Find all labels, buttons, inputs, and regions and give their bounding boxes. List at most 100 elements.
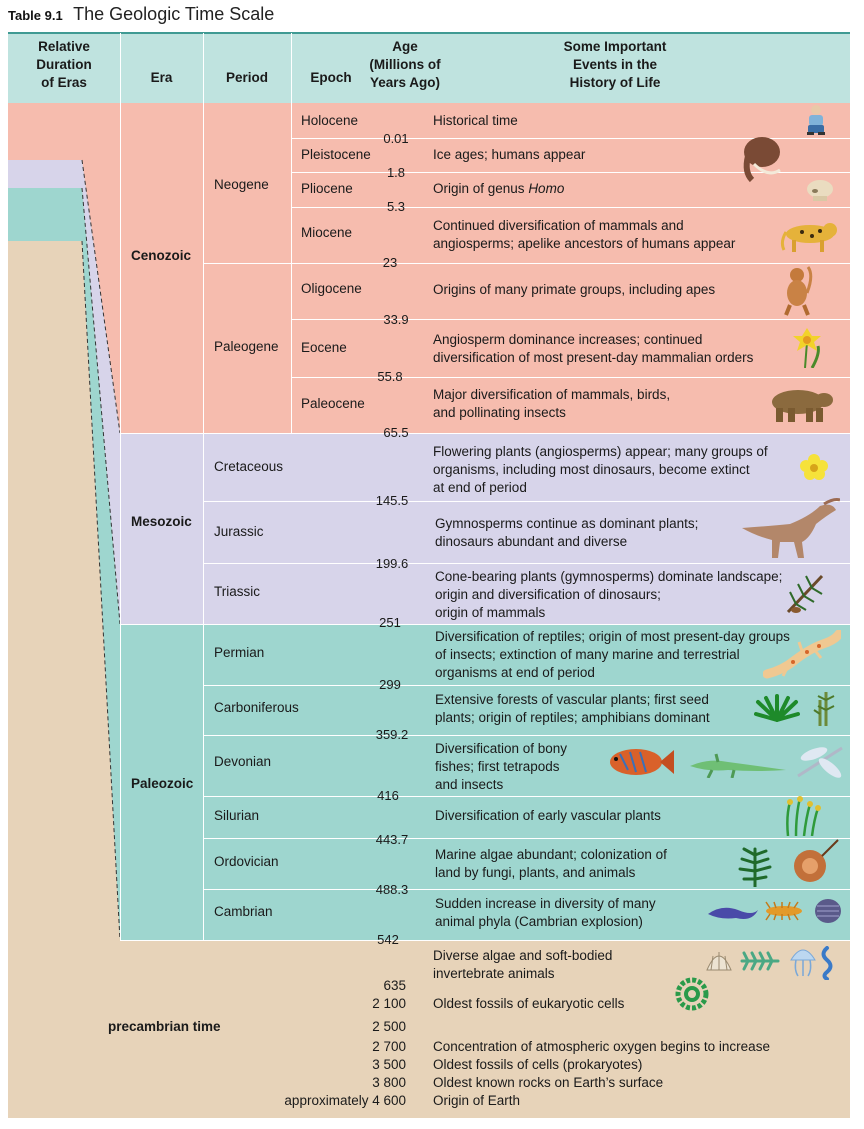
epoch-pleistocene: Pleistocene (301, 147, 371, 162)
event-ordovician-line1: Marine algae abundant; colonization of (435, 847, 667, 862)
age-value: 145.5 (375, 493, 409, 508)
age-value: 23 (382, 255, 398, 270)
epoch-holocene: Holocene (301, 113, 359, 128)
header-band (8, 33, 850, 103)
period-neogene: Neogene (214, 177, 269, 192)
horsetail-icon (813, 692, 835, 726)
age-value: 0.01 (383, 131, 409, 146)
row-divider (291, 172, 850, 173)
event-cambrian-line1: Sudden increase in diversity of many (435, 896, 656, 911)
event-permian-line2: of insects; extinction of many marine an… (435, 647, 740, 662)
row-divider (120, 624, 850, 625)
era-paleozoic: Paleozoic (131, 776, 194, 791)
lizard-icon (763, 630, 841, 679)
spiral-worm-icon (821, 946, 833, 980)
precambrian-event: Diverse algae and soft-bodied (433, 948, 613, 963)
row-divider (120, 940, 850, 941)
event-carboniferous-line2: plants; origin of reptiles; amphibians d… (435, 710, 710, 725)
skull-icon (807, 180, 833, 201)
dinosaur-icon (742, 498, 840, 558)
age-value: 542 (377, 932, 399, 947)
period-permian: Permian (214, 645, 265, 660)
pine-branch-icon (786, 574, 824, 614)
age-value: 359.2 (375, 727, 409, 742)
seaweed-icon (738, 847, 772, 887)
event-carboniferous-line1: Extensive forests of vascular plants; fi… (435, 692, 709, 707)
divider-period-epoch (291, 33, 292, 433)
header-age: Age (Millions of Years Ago) (369, 39, 441, 90)
cenozoic-band (120, 103, 850, 433)
table-heading: The Geologic Time Scale (73, 4, 275, 24)
age-value: 5.3 (386, 199, 406, 214)
dragonfly-icon (797, 746, 843, 778)
age-value: 199.6 (375, 556, 409, 571)
precambrian-age: 2 700 (372, 1039, 406, 1054)
event-ordovician-line2: land by fungi, plants, and animals (435, 865, 636, 880)
precambrian-age: 2 100 (372, 996, 406, 1011)
header-events: Some Important Events in the History of Li… (563, 39, 667, 90)
event-cambrian-line2: animal phyla (Cambrian explosion) (435, 914, 643, 929)
row-divider (203, 501, 850, 502)
row-divider (203, 889, 850, 890)
era-cenozoic: Cenozoic (131, 248, 192, 263)
monkey-icon (784, 266, 813, 316)
mammoth-icon (743, 137, 781, 183)
event-silurian: Diversification of early vascular plants (435, 808, 661, 823)
relative-cenozoic (8, 103, 120, 160)
header-relative-duration: Relative Duration of Eras (36, 39, 92, 90)
row-divider (203, 735, 850, 736)
event-permian-line3: organisms at end of period (435, 665, 595, 680)
divider-era-period (203, 33, 204, 940)
precambrian-event: Oldest known rocks on Earth’s surface (433, 1075, 664, 1090)
buttercup-icon (800, 454, 828, 480)
trilobite-icon (815, 899, 841, 923)
mesozoic-band (120, 433, 850, 624)
event-paleocene-line1: Major diversification of mammals, birds, (433, 387, 671, 402)
age-value: 251 (379, 615, 401, 630)
event-devonian-line2: fishes; first tetrapods (435, 759, 560, 774)
period-devonian: Devonian (214, 754, 272, 769)
fish-icon (610, 749, 674, 775)
precambrian-event: Oldest fossils of cells (prokaryotes) (433, 1057, 643, 1072)
header-period: Period (225, 70, 268, 85)
row-divider (120, 433, 850, 434)
table-title: Table 9.1 The Geologic Time Scale (8, 4, 274, 25)
shell-icon (706, 952, 732, 971)
precambrian-age: approximately 4 600 (284, 1093, 406, 1108)
event-pliocene: Origin of genus Homo (433, 180, 564, 198)
precambrian-age: 3 800 (372, 1075, 406, 1090)
event-cretaceous-line3: at end of period (433, 480, 527, 495)
row-divider (203, 838, 850, 839)
precambrian-event: invertebrate animals (433, 966, 555, 981)
header-epoch: Epoch (310, 70, 352, 85)
precambrian-event: Origin of Earth (433, 1093, 521, 1108)
event-oligocene: Origins of many primate groups, includin… (433, 282, 716, 297)
epoch-oligocene: Oligocene (301, 281, 362, 296)
row-divider (203, 263, 850, 264)
era-mesozoic: Mesozoic (131, 514, 192, 529)
age-value: 443.7 (375, 832, 409, 847)
human-icon (807, 105, 825, 135)
epoch-eocene: Eocene (301, 340, 347, 355)
header-top-rule (8, 32, 850, 34)
event-pliocene-text: Origin of genus (433, 181, 529, 196)
age-value: 1.8 (386, 165, 406, 180)
event-triassic-line2: origin and diversification of dinosaurs; (435, 587, 661, 602)
precambrian-age: 3 500 (372, 1057, 406, 1072)
period-paleogene: Paleogene (214, 339, 279, 354)
precambrian-age: 635 (383, 978, 406, 993)
vascular-plant-icon (786, 796, 821, 836)
coil-algae-icon (675, 977, 709, 1011)
bear-icon (772, 390, 833, 422)
crustacean-icon (765, 901, 802, 921)
event-miocene-line2: angiosperms; apelike ancestors of humans… (433, 236, 736, 251)
divider-relative-era (120, 33, 121, 940)
event-devonian-line3: and insects (435, 777, 504, 792)
period-cambrian: Cambrian (214, 904, 273, 919)
period-triassic: Triassic (214, 584, 260, 599)
daffodil-icon (793, 328, 821, 368)
precambrian-event: Oldest fossils of eukaryotic cells (433, 996, 625, 1011)
event-pliocene-genus: Homo (528, 181, 565, 196)
tetrapod-icon (690, 753, 786, 778)
